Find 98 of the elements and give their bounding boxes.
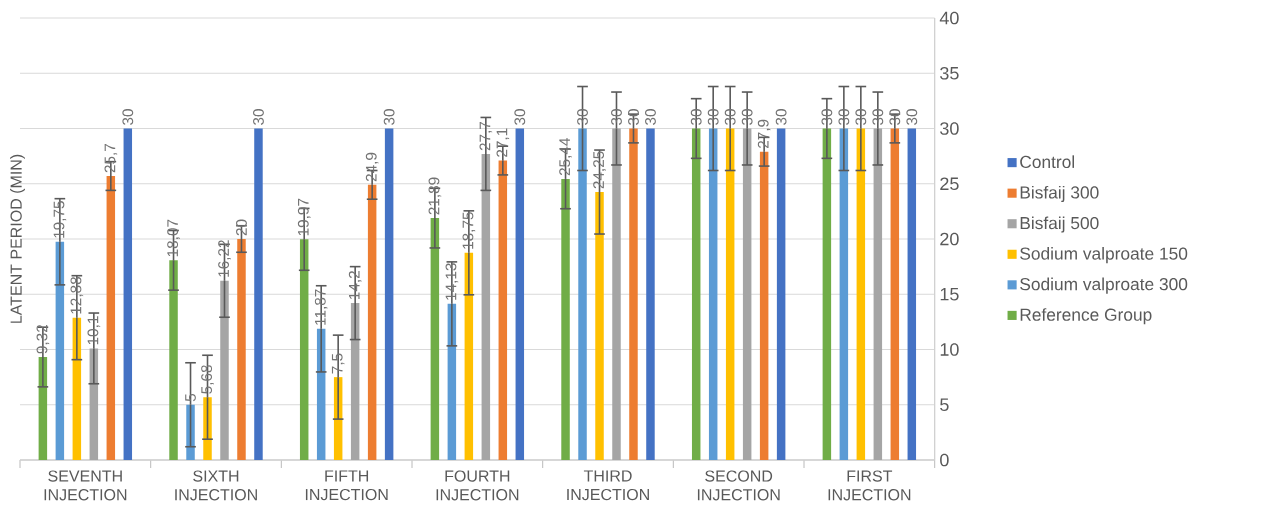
data-label: 5,68 <box>201 365 214 394</box>
data-label: 10,1 <box>87 316 101 345</box>
x-tick-label: FOURTH INJECTION <box>436 470 519 501</box>
legend-label: Bisfaij 300 <box>1020 185 1099 203</box>
data-label: 30 <box>741 109 753 125</box>
legend-label: Control <box>1020 155 1075 169</box>
bar <box>646 128 655 460</box>
bar <box>515 128 525 460</box>
x-tick-label: FIRST INJECTION <box>828 470 911 501</box>
y-tick-label: 40 <box>939 11 959 25</box>
data-label: 12,88 <box>70 277 84 314</box>
bar <box>481 153 491 460</box>
data-label: 24,9 <box>365 152 379 182</box>
x-tick-label: SECOND INJECTION <box>697 470 780 501</box>
data-label: 30 <box>690 109 702 125</box>
bar <box>123 128 133 460</box>
data-label: 11,87 <box>314 289 328 325</box>
data-label: 24,25 <box>593 151 606 189</box>
bar <box>106 176 116 460</box>
data-label: 30 <box>821 109 833 125</box>
data-label: 30 <box>775 109 787 125</box>
data-label: 7,5 <box>331 353 345 374</box>
bar <box>595 192 604 460</box>
data-label: 5 <box>185 393 196 402</box>
y-tick-label: 5 <box>940 398 949 412</box>
x-tick-label: THIRD INJECTION <box>567 470 649 501</box>
bar <box>384 128 394 460</box>
bar <box>629 128 638 460</box>
x-tick-label: SIXTH INJECTION <box>175 470 257 501</box>
bar <box>856 128 866 460</box>
bar <box>254 128 263 460</box>
data-label: 30 <box>645 109 656 125</box>
y-tick-label: 10 <box>940 343 959 356</box>
bar <box>725 128 735 460</box>
bar <box>759 151 769 460</box>
bar <box>873 128 883 460</box>
data-label: 30 <box>838 109 850 125</box>
data-label: 30 <box>514 109 526 125</box>
bar <box>776 128 786 460</box>
bar <box>691 128 701 460</box>
bar <box>430 218 440 460</box>
legend-label: Sodium valproate 150 <box>1020 247 1188 264</box>
bar <box>220 280 229 460</box>
data-label: 18,07 <box>167 219 180 257</box>
data-label: 30 <box>889 109 901 125</box>
y-tick-label: 25 <box>940 177 959 191</box>
data-label: 30 <box>724 109 736 125</box>
data-label: 30 <box>628 109 639 125</box>
bar <box>447 303 457 460</box>
y-tick-label: 30 <box>940 122 959 135</box>
bar <box>367 184 377 460</box>
data-label: 16,22 <box>218 240 231 277</box>
y-tick-label: 20 <box>940 232 959 246</box>
data-label: 27,1 <box>496 128 510 157</box>
bar <box>578 128 587 460</box>
bar <box>907 128 917 460</box>
data-label: 27,7 <box>479 121 493 151</box>
data-label: 19,75 <box>53 201 67 238</box>
data-label: 14,2 <box>348 271 362 299</box>
data-label: 30 <box>906 109 918 125</box>
bar <box>498 160 508 460</box>
data-label: 14,13 <box>445 263 459 300</box>
y-tick-label: 35 <box>940 66 959 80</box>
data-label: 21,89 <box>428 177 442 215</box>
x-tick-label: SEVENTH INJECTION <box>44 470 127 501</box>
y-tick-label: 15 <box>940 287 959 301</box>
data-label: 30 <box>611 109 622 125</box>
x-tick-label: FIFTH INJECTION <box>305 470 388 501</box>
data-label: 30 <box>855 109 867 125</box>
bar <box>890 128 900 460</box>
data-label: 30 <box>383 109 395 125</box>
data-label: 20 <box>236 219 247 236</box>
data-label: 27,9 <box>757 119 771 148</box>
bar <box>612 128 621 460</box>
bar <box>822 128 832 460</box>
bar <box>299 239 309 460</box>
data-label: 18,75 <box>462 212 476 249</box>
data-label: 30 <box>872 109 884 125</box>
data-label: 25,7 <box>104 144 118 173</box>
bar <box>708 128 718 460</box>
data-label: 25,44 <box>559 138 572 176</box>
legend-label: Sodium valproate 300 <box>1020 277 1188 294</box>
legend-label: Reference Group <box>1020 308 1152 325</box>
bar <box>169 260 178 460</box>
legend-label: Bisfaij 500 <box>1020 216 1099 233</box>
data-label: 30 <box>707 109 719 125</box>
y-tick-label: 0 <box>940 453 949 467</box>
data-label: 30 <box>253 109 264 125</box>
bar <box>237 239 246 460</box>
bar <box>561 178 570 460</box>
data-label: 19,97 <box>297 198 311 236</box>
data-label: 30 <box>122 109 134 125</box>
y-axis-title: LATENT PERIOD (MIN) <box>10 154 25 323</box>
bar <box>464 252 474 460</box>
bar <box>742 128 752 460</box>
bar <box>839 128 849 460</box>
data-label: 30 <box>577 109 588 125</box>
data-label: 9,32 <box>36 325 50 354</box>
